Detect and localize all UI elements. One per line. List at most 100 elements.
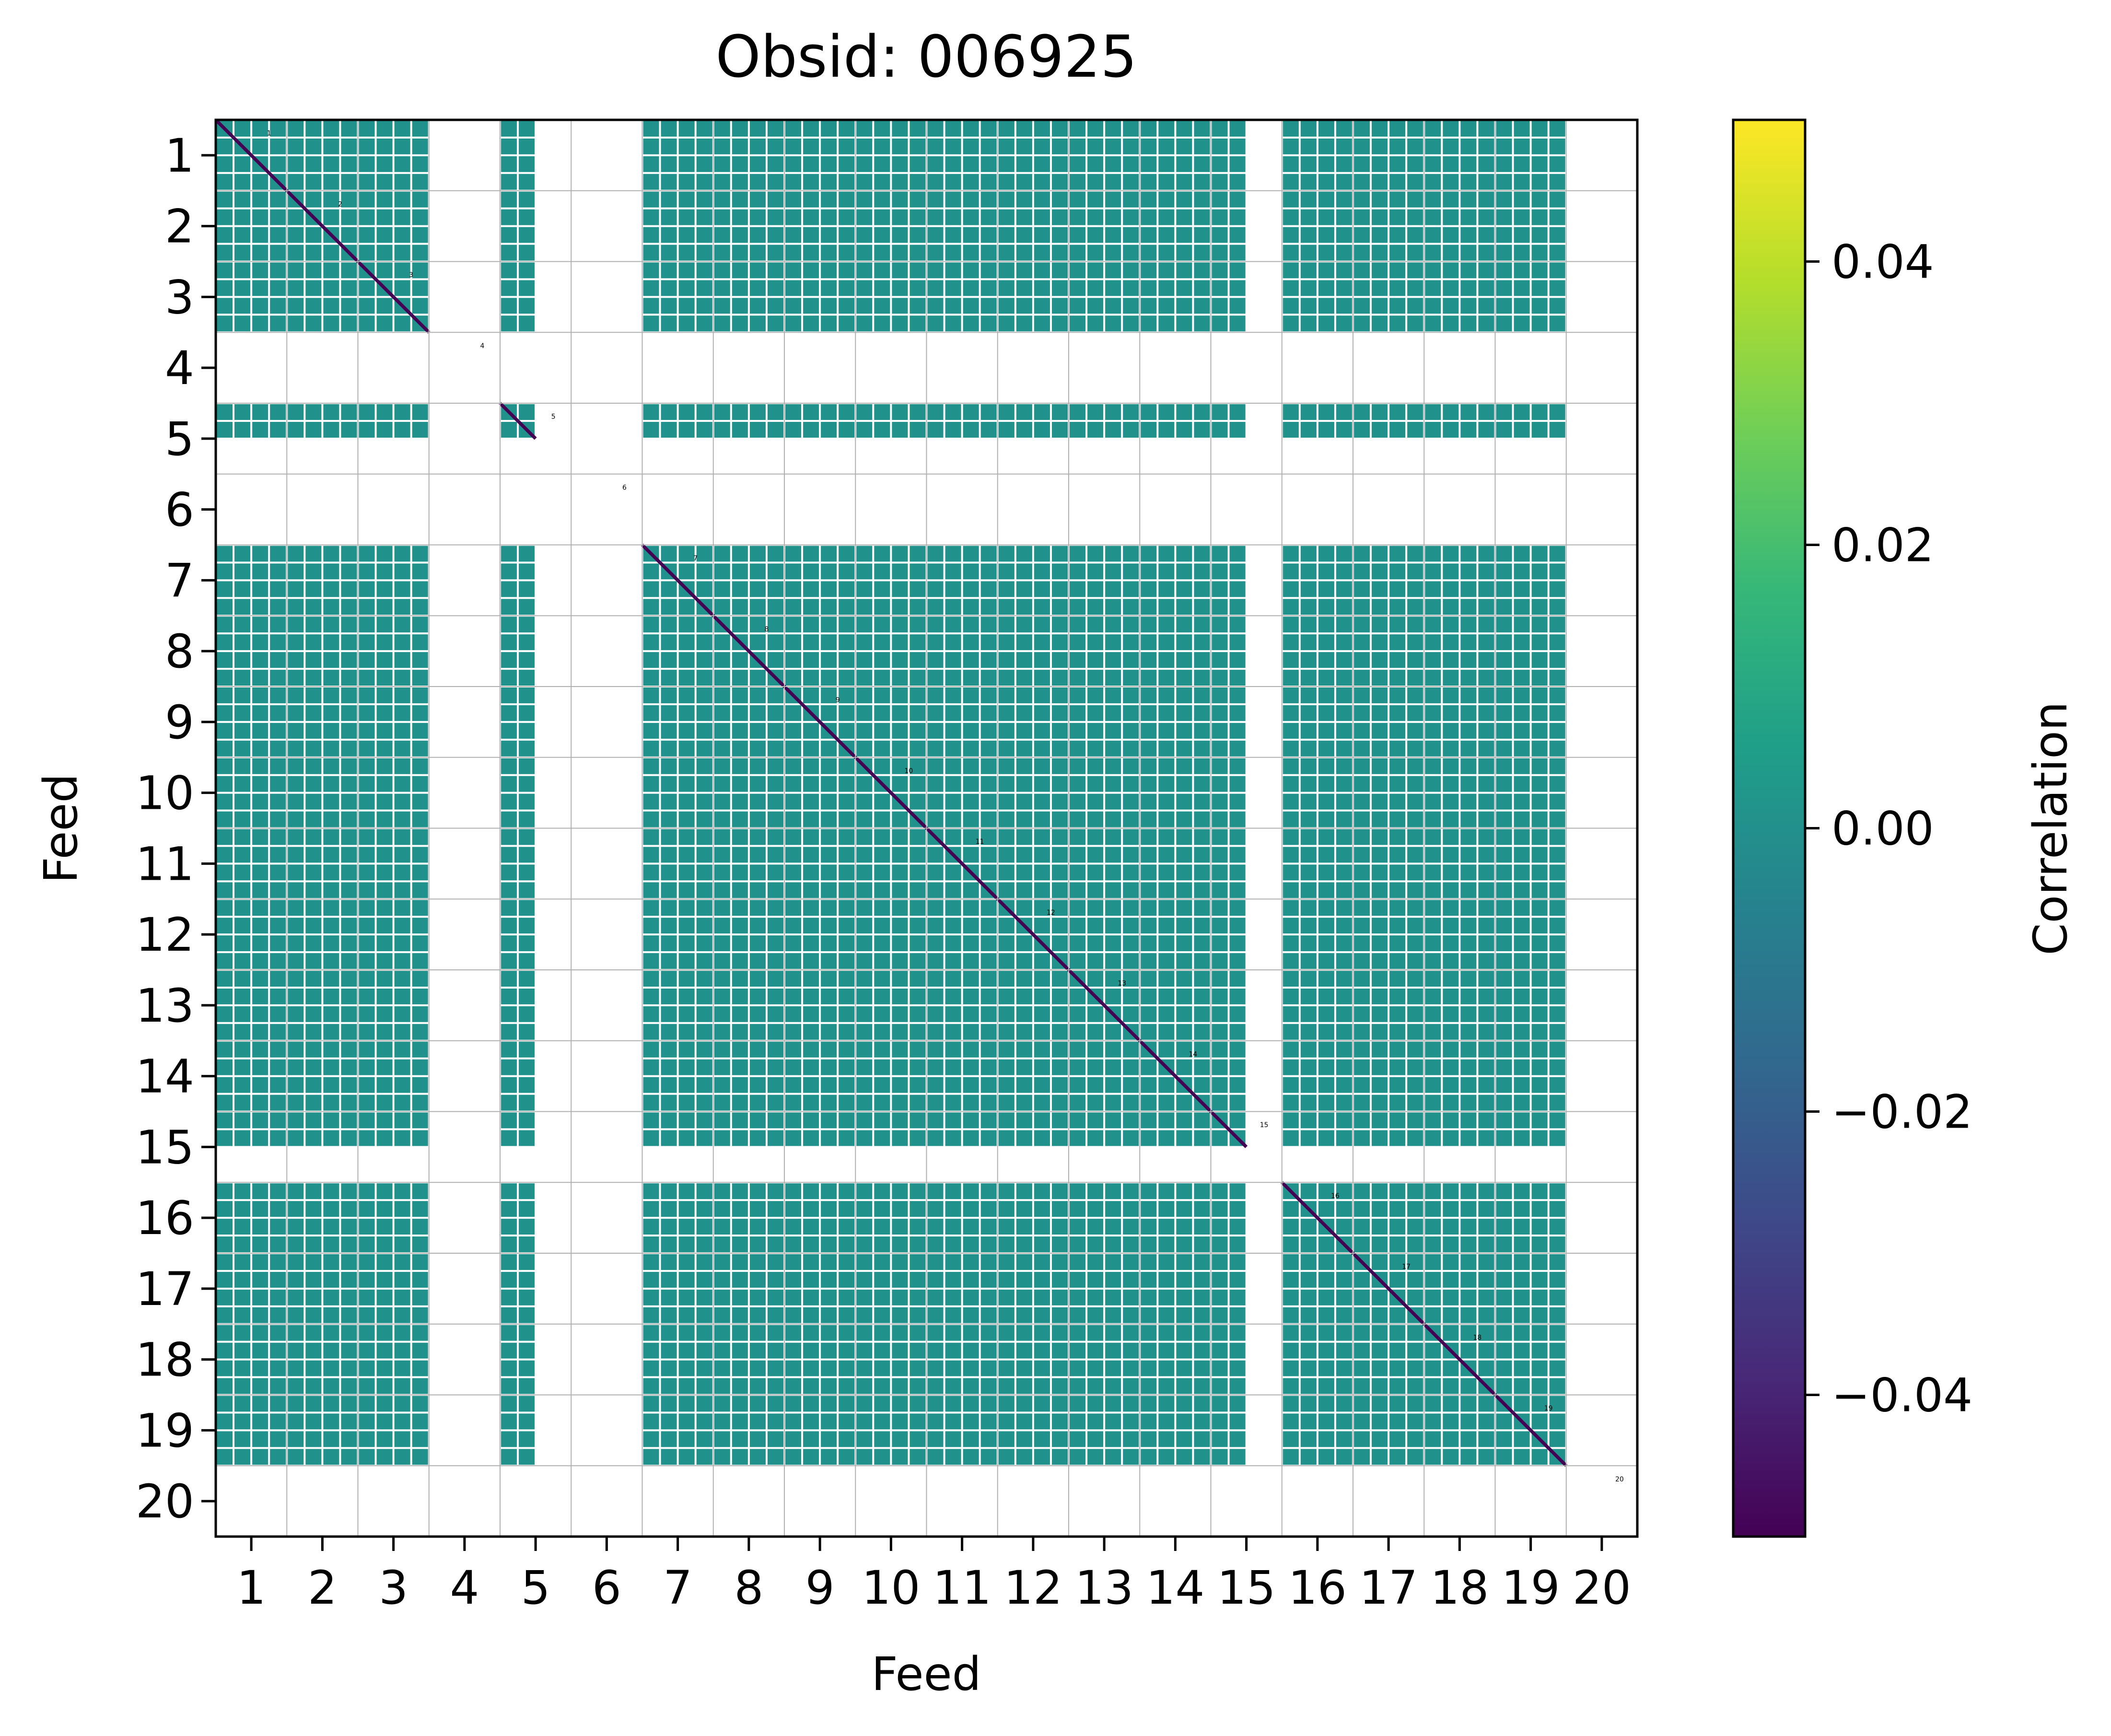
heatmap-cell (341, 953, 357, 969)
heatmap-cell (270, 722, 286, 739)
heatmap-cell (1460, 722, 1477, 739)
heatmap-cell (910, 634, 926, 651)
heatmap-cell (359, 1431, 375, 1447)
heatmap-cell (1389, 652, 1406, 668)
heatmap-cell (892, 1449, 908, 1465)
heatmap-cell (1051, 971, 1068, 987)
heatmap-cell (927, 1112, 944, 1129)
heatmap-cell (1496, 953, 1512, 969)
heatmap-cell (217, 138, 233, 154)
heatmap-cell (412, 971, 428, 987)
heatmap-cell (696, 1201, 712, 1217)
heatmap-cell (1212, 1254, 1228, 1270)
heatmap-cell (394, 1254, 410, 1270)
heatmap-cell (749, 847, 766, 863)
heatmap-cell (1425, 900, 1441, 916)
heatmap-cell (1229, 1431, 1246, 1447)
heatmap-cell (305, 262, 322, 279)
heatmap-cell (1496, 404, 1512, 420)
heatmap-cell (714, 1378, 730, 1394)
heatmap-cell (1158, 1041, 1175, 1058)
heatmap-cell (749, 245, 766, 261)
heatmap-cell (288, 918, 304, 934)
heatmap-cell (1531, 634, 1548, 651)
heatmap-cell (927, 262, 944, 279)
heatmap-cell (732, 1360, 748, 1376)
heatmap-cell (1407, 1201, 1423, 1217)
heatmap-cell (874, 1378, 890, 1394)
heatmap-cell (785, 758, 802, 774)
heatmap-cell (874, 617, 890, 633)
heatmap-cell (1354, 722, 1370, 739)
heatmap-cell (323, 740, 339, 757)
heatmap-cell (714, 900, 730, 916)
heatmap-cell (927, 918, 944, 934)
heatmap-cell (1549, 722, 1565, 739)
heatmap-cell (749, 1431, 766, 1447)
heatmap-cell (234, 1413, 251, 1430)
heatmap-cell (341, 829, 357, 845)
heatmap-cell (910, 421, 926, 438)
heatmap-cell (839, 1307, 855, 1323)
heatmap-cell (1229, 617, 1246, 633)
heatmap-cell (1336, 1006, 1352, 1022)
heatmap-cell (963, 563, 979, 580)
heatmap-cell (839, 687, 855, 703)
heatmap-cell (910, 315, 926, 332)
heatmap-cell (821, 1183, 837, 1200)
heatmap-cell (341, 1431, 357, 1447)
heatmap-cell (1318, 740, 1334, 757)
heatmap-cell (359, 404, 375, 420)
heatmap-cell (1443, 1254, 1459, 1270)
heatmap-cell (998, 1431, 1015, 1447)
heatmap-cell (1070, 1254, 1086, 1270)
heatmap-cell (1318, 1307, 1334, 1323)
heatmap-cell (234, 1219, 251, 1235)
heatmap-cell (501, 918, 517, 934)
heatmap-cell (892, 1342, 908, 1359)
heatmap-cell (376, 935, 393, 952)
heatmap-cell (767, 1289, 783, 1305)
diagonal-label: 7 (693, 555, 698, 562)
heatmap-cell (767, 652, 783, 668)
heatmap-cell (998, 1059, 1015, 1075)
heatmap-cell (643, 687, 659, 703)
heatmap-cell (785, 953, 802, 969)
heatmap-cell (1389, 740, 1406, 757)
heatmap-cell (394, 900, 410, 916)
heatmap-cell (501, 1431, 517, 1447)
heatmap-cell (1336, 740, 1352, 757)
heatmap-cell (1478, 1041, 1494, 1058)
heatmap-cell (1229, 634, 1246, 651)
heatmap-cell (1549, 1077, 1565, 1093)
heatmap-cell (839, 1396, 855, 1412)
heatmap-cell (1389, 227, 1406, 243)
heatmap-cell (803, 1024, 819, 1040)
heatmap-cell (1318, 634, 1334, 651)
heatmap-cell (1407, 1006, 1423, 1022)
heatmap-cell (678, 1254, 695, 1270)
heatmap-cell (927, 1360, 944, 1376)
heatmap-cell (341, 280, 357, 296)
heatmap-cell (1425, 262, 1441, 279)
heatmap-cell (1194, 864, 1210, 881)
heatmap-cell (1141, 1307, 1157, 1323)
heatmap-cell (927, 546, 944, 562)
heatmap-cell (1389, 1201, 1406, 1217)
heatmap-cell (767, 935, 783, 952)
heatmap-cell (305, 1077, 322, 1093)
heatmap-cell (359, 1396, 375, 1412)
heatmap-cell (661, 1325, 677, 1341)
heatmap-cell (1443, 670, 1459, 686)
heatmap-cell (874, 1342, 890, 1359)
heatmap-cell (1051, 900, 1068, 916)
heatmap-cell (643, 1112, 659, 1129)
heatmap-cell (288, 900, 304, 916)
heatmap-cell (1531, 829, 1548, 845)
heatmap-cell (714, 811, 730, 827)
heatmap-cell (394, 262, 410, 279)
heatmap-cell (1336, 1095, 1352, 1111)
heatmap-cell (714, 599, 730, 615)
heatmap-cell (1407, 262, 1423, 279)
heatmap-cell (341, 546, 357, 562)
